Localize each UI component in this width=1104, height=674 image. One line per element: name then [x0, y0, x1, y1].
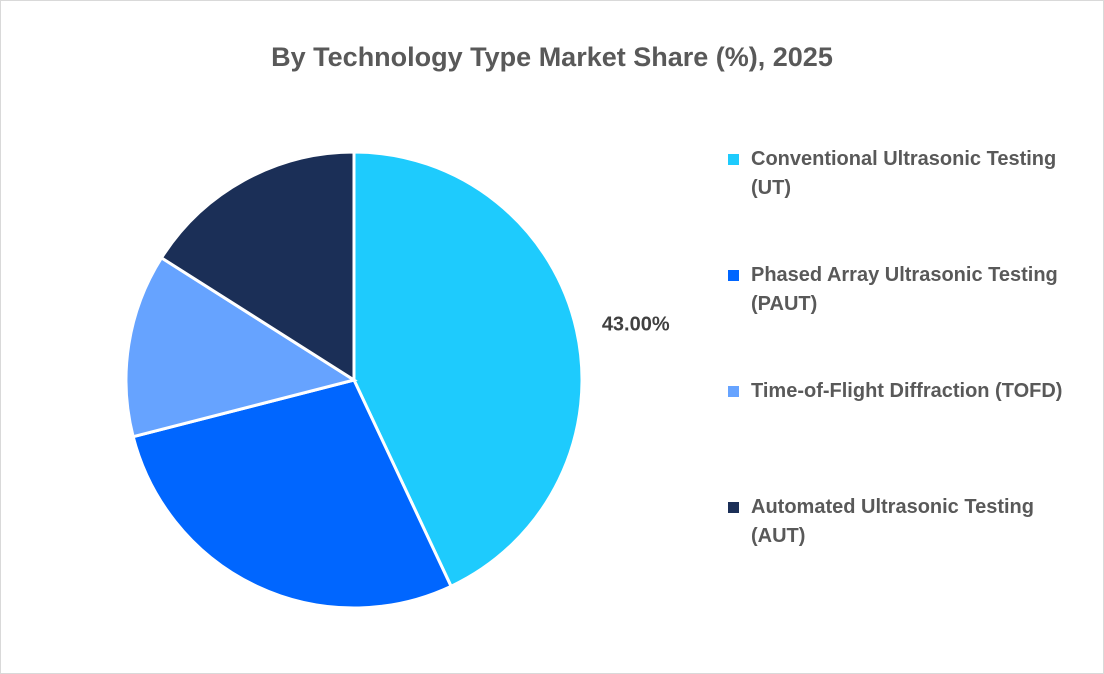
legend-swatch	[728, 386, 739, 397]
data-label: 43.00%	[602, 313, 670, 335]
legend-swatch	[728, 270, 739, 281]
legend-item: Conventional Ultrasonic Testing (UT)	[728, 145, 1088, 261]
legend-item: Automated Ultrasonic Testing (AUT)	[728, 493, 1088, 609]
legend-label: Automated Ultrasonic Testing (AUT)	[751, 496, 1034, 547]
legend-swatch	[728, 502, 739, 513]
legend-item: Time-of-Flight Diffraction (TOFD)	[728, 377, 1088, 493]
pie-slice	[131, 378, 454, 610]
legend-item: Phased Array Ultrasonic Testing (PAUT)	[728, 261, 1088, 377]
chart-title: By Technology Type Market Share (%), 202…	[271, 42, 833, 72]
legend-label: Conventional Ultrasonic Testing (UT)	[751, 148, 1057, 199]
legend-label: Phased Array Ultrasonic Testing (PAUT)	[751, 264, 1058, 315]
pie-slice	[159, 150, 356, 383]
legend-swatch	[728, 154, 739, 165]
legend-label: Time-of-Flight Diffraction (TOFD)	[751, 380, 1063, 402]
pie-slice	[124, 255, 358, 439]
legend: Conventional Ultrasonic Testing (UT) Phas…	[728, 145, 1088, 609]
pie-slice	[352, 150, 584, 589]
